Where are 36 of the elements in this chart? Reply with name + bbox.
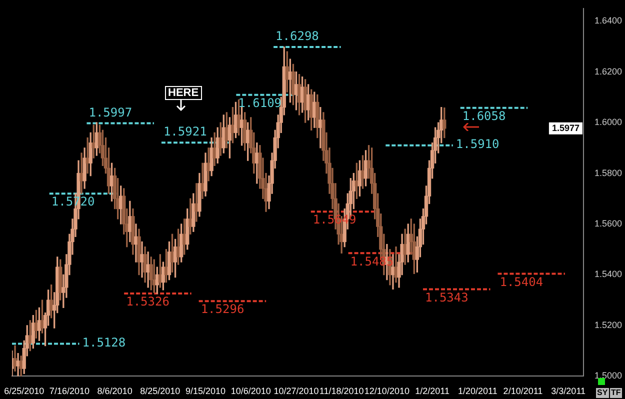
y-tick-label: 1.5400 xyxy=(594,269,622,280)
candlestick xyxy=(146,252,150,288)
ref-line-label: 1.6058 xyxy=(462,108,506,123)
ref-line-label: 1.5921 xyxy=(163,124,207,139)
text: SY xyxy=(596,388,609,398)
x-tick-label: 11/18/2010 xyxy=(319,386,364,396)
x-tick-label: 8/6/2010 xyxy=(97,386,132,396)
ref-line-label: 1.5997 xyxy=(88,105,132,120)
ref-line-label: 1.5296 xyxy=(200,302,244,316)
y-tick-label: 1.6200 xyxy=(594,66,622,76)
x-tick-label: 2/10/2011 xyxy=(503,386,543,396)
y-tick-label: 1.6000 xyxy=(594,117,622,128)
x-tick-label: 12/10/2010 xyxy=(364,386,410,396)
x-tick-label: 8/25/2010 xyxy=(140,386,180,396)
ref-line-label: 1.5326 xyxy=(126,294,170,309)
x-tick-label: 7/16/2010 xyxy=(49,386,90,396)
x-tick-label: 3/3/2011 xyxy=(551,386,586,396)
y-tick-label: 1.5800 xyxy=(594,168,622,178)
x-tick-label: 10/6/2010 xyxy=(230,386,271,396)
ref-line-label: 1.5343 xyxy=(425,290,468,304)
ref-line-label: 1.5404 xyxy=(500,274,544,289)
annotation: 1.5977 xyxy=(552,122,580,133)
x-tick-label: 1/20/2011 xyxy=(458,386,498,396)
x-tick-label: 10/27/2010 xyxy=(274,386,319,396)
ref-line-label: 1.5910 xyxy=(456,137,500,151)
text: TF xyxy=(610,388,622,398)
y-tick-label: 1.5200 xyxy=(594,320,622,330)
x-tick-label: 6/25/2010 xyxy=(4,386,44,396)
y-tick-label: 1.5000 xyxy=(594,370,622,381)
ref-line-label: 1.6298 xyxy=(276,29,319,44)
ref-line-label: 1.5128 xyxy=(82,335,126,350)
x-tick-label: 1/2/2011 xyxy=(415,386,450,396)
y-tick-label: 1.6400 xyxy=(594,16,622,26)
x-tick-label: 9/15/2010 xyxy=(185,386,226,396)
annotation: HERE xyxy=(165,86,202,100)
y-tick-label: 1.5600 xyxy=(594,218,622,228)
